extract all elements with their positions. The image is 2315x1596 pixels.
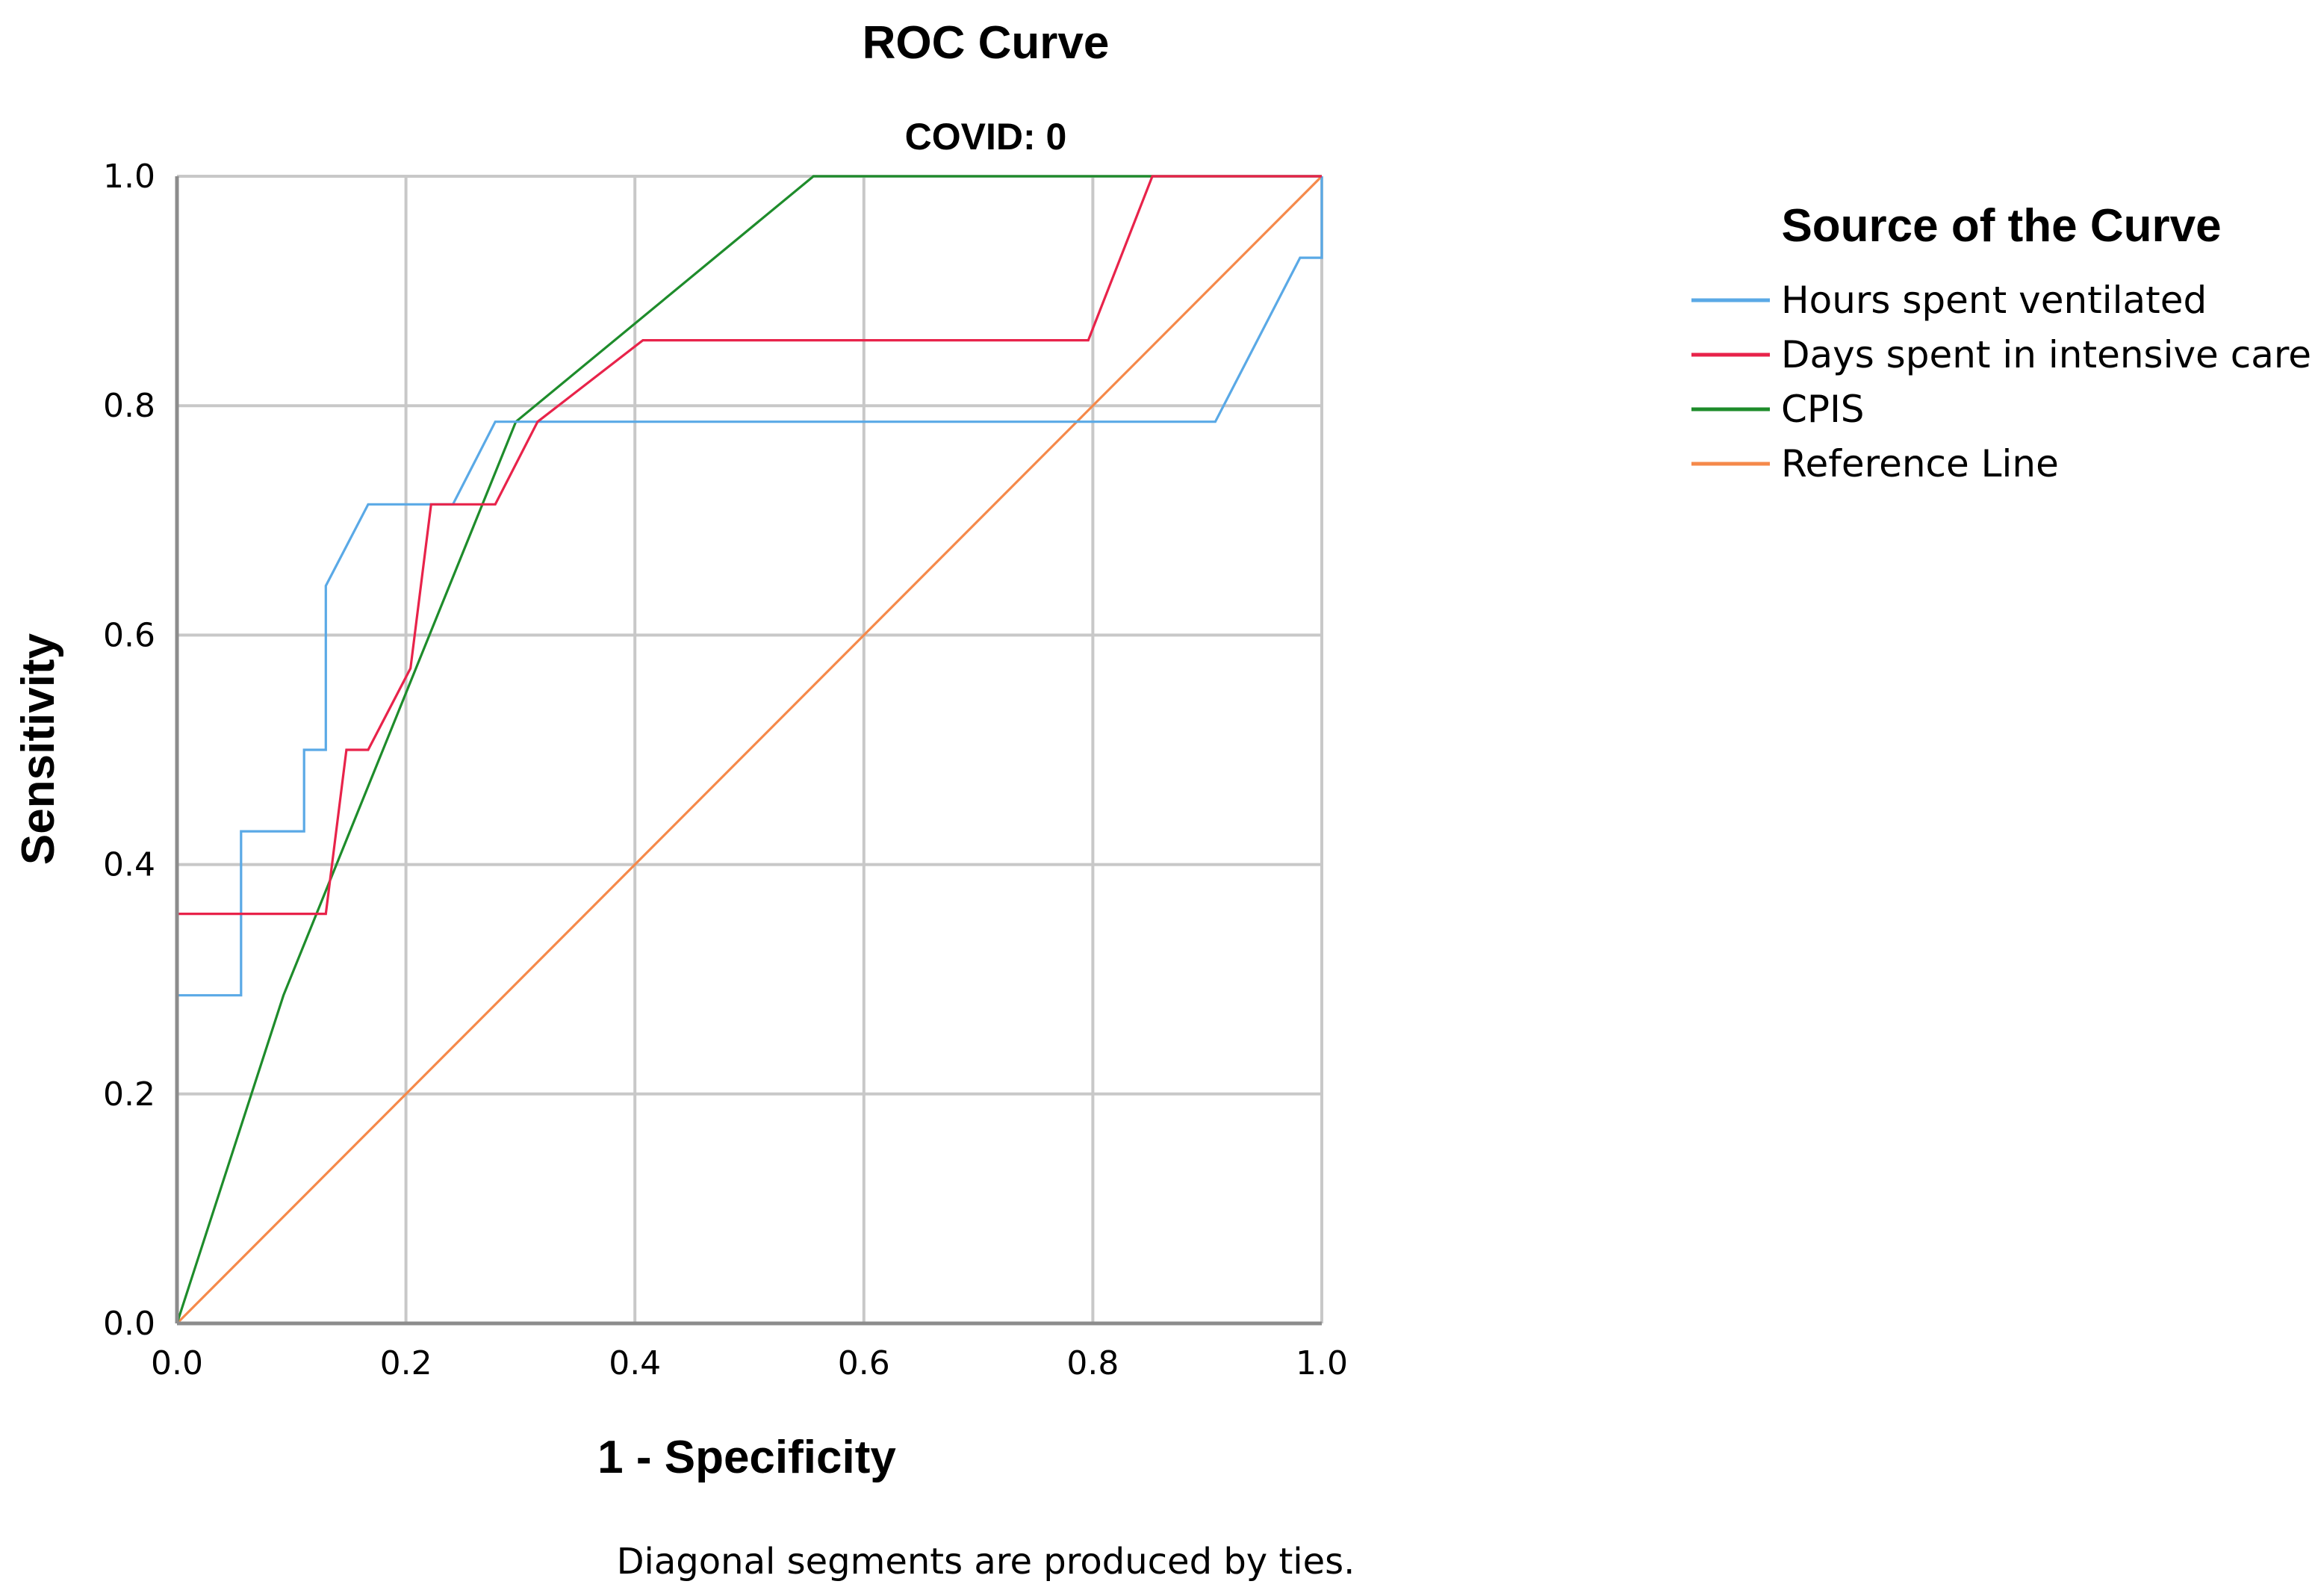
series-line-reference-line [175, 175, 1323, 1325]
legend-label: CPIS [1781, 388, 1865, 431]
y-axis-label: Sensitivity [13, 633, 64, 865]
x-tick-label: 0.6 [838, 1344, 890, 1382]
y-tick-label: 0.2 [103, 1075, 155, 1114]
series-line-hours-spent-ventilated [175, 176, 1323, 1323]
legend-label: Hours spent ventilated [1781, 279, 2207, 322]
chart-title: ROC Curve [863, 17, 1110, 69]
axes [175, 176, 1322, 1326]
y-tick-label: 0.4 [103, 846, 155, 884]
x-tick-label: 0.2 [380, 1344, 432, 1382]
legend-label: Days spent in intensive care [1781, 333, 2311, 376]
legend-title: Source of the Curve [1781, 200, 2221, 252]
y-tick-label: 0.8 [103, 387, 155, 425]
x-axis-label: 1 - Specificity [597, 1432, 896, 1483]
x-tick-label: 1.0 [1296, 1344, 1348, 1382]
y-tick-label: 1.0 [103, 158, 155, 196]
footnote: Diagonal segments are produced by ties. [617, 1541, 1355, 1583]
chart-subtitle: COVID: 0 [905, 116, 1067, 158]
y-tick-label: 0.6 [103, 616, 155, 654]
legend: Source of the Curve Hours spent ventilat… [1691, 200, 2311, 485]
y-tick-label: 0.0 [103, 1305, 155, 1343]
legend-label: Reference Line [1781, 442, 2059, 485]
tick-labels: 0.0 0.2 0.4 0.6 0.8 1.0 0.0 0.2 0.4 0.6 0.8 1.0 [103, 158, 1348, 1382]
x-tick-label: 0.8 [1066, 1344, 1119, 1382]
series-lines [175, 175, 1323, 1325]
x-tick-label: 0.0 [151, 1344, 203, 1382]
x-tick-label: 0.4 [609, 1344, 661, 1382]
series-line-days-spent-in-intensive-care [175, 175, 1322, 1323]
